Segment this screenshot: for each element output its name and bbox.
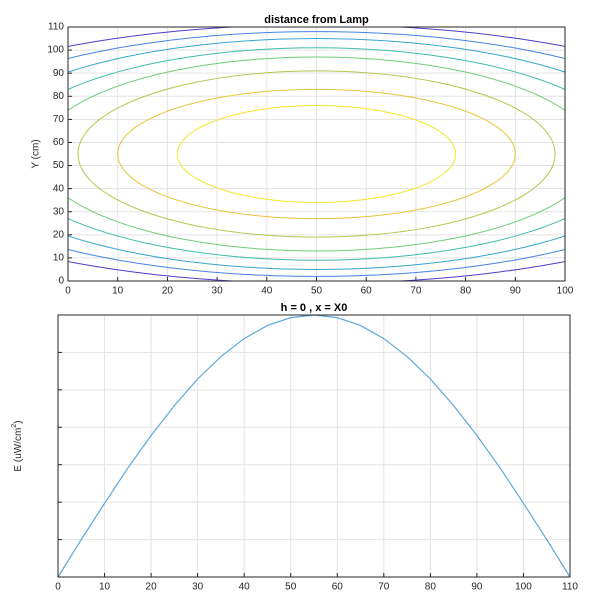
x-tick-label: 20 [146,582,158,593]
x-tick-label: 20 [162,286,174,297]
x-tick-label: 30 [192,582,204,593]
y-tick-label: 0 [58,276,64,287]
x-tick-label: 10 [99,582,111,593]
x-tick-label: 40 [239,582,251,593]
x-tick-label: 60 [361,286,373,297]
x-tick-label: 50 [311,286,323,297]
contour-line [176,105,457,203]
x-tick-label: 50 [285,582,297,593]
y-tick-label: 60 [53,137,65,148]
y-tick-label: 30 [53,206,65,217]
y-tick-label: 100 [47,45,64,56]
y-tick-label: 20 [53,229,65,240]
contour-line [77,70,556,238]
x-tick-label: 0 [55,582,61,593]
x-tick-label: 0 [65,286,71,297]
x-tick-label: 70 [410,286,422,297]
data-line [57,314,571,578]
x-tick-label: 70 [378,582,390,593]
x-tick-label: 100 [557,286,574,297]
x-tick-label: 90 [510,286,522,297]
contour-line [68,47,565,261]
y-tick-label: 10 [53,253,65,264]
y-tick-label: 40 [53,183,65,194]
y-tick-label: 90 [53,68,65,79]
x-tick-label: 80 [460,286,472,297]
y-axis-label-part: 2 [11,424,18,428]
chart-title: h = 0 , x = X0 [281,302,348,314]
x-tick-label: 30 [212,286,224,297]
y-axis-label-part: ) [13,420,24,423]
y-tick-label: 80 [53,91,65,102]
x-tick-label: 110 [562,582,578,593]
axes-box [67,26,566,282]
axes-box [57,314,571,578]
x-tick-label: 10 [112,286,124,297]
y-tick-label: 50 [53,160,65,171]
y-axis-label: Y (cm) [31,139,42,168]
contour-line [68,56,565,252]
contour-line [68,27,565,281]
contour-line [68,38,565,270]
y-axis-label-part: E (uW/cm [13,428,24,472]
y-axis-label: E (uW/cm2) [11,420,24,471]
contour-line [68,31,565,277]
x-tick-label: 90 [471,582,483,593]
chart-title: distance from Lamp [264,14,369,26]
x-tick-label: 80 [425,582,437,593]
contour-line [117,88,516,220]
x-tick-label: 100 [515,582,532,593]
y-tick-label: 110 [48,22,64,33]
x-tick-label: 40 [261,286,273,297]
y-tick-label: 70 [53,114,65,125]
x-tick-label: 60 [332,582,344,593]
contours [68,27,565,281]
